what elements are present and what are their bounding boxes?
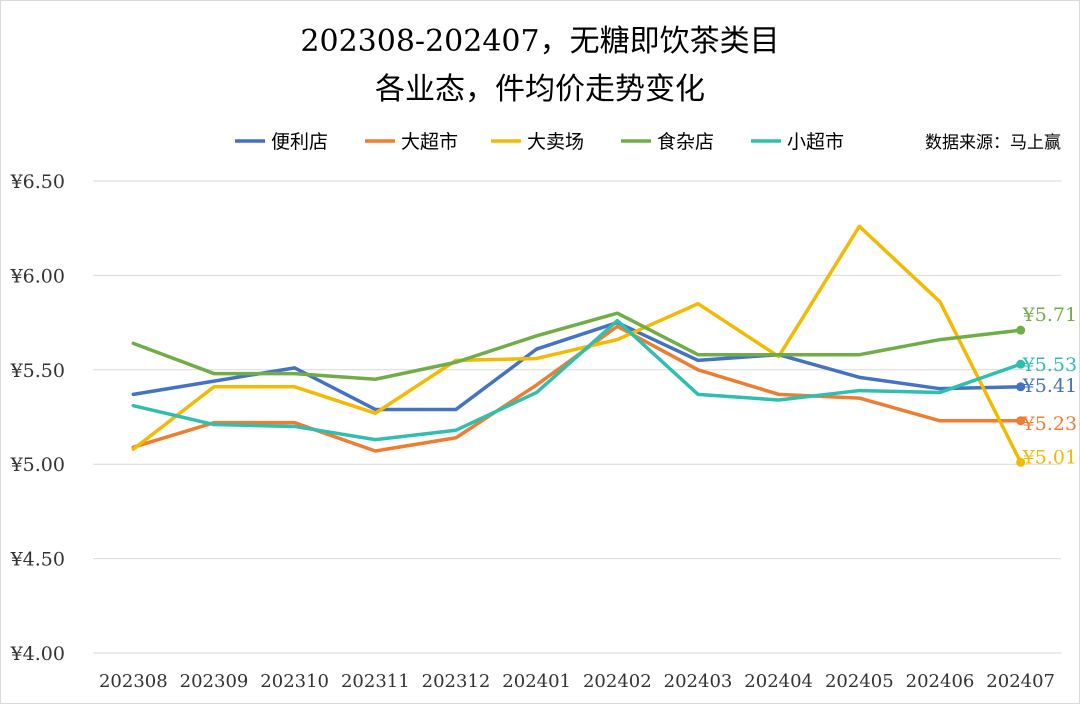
y-tick-label: ¥4.00 bbox=[10, 643, 65, 665]
x-tick-label: 202402 bbox=[583, 671, 652, 692]
x-tick-label: 202404 bbox=[744, 671, 813, 692]
series-line bbox=[131, 224, 1023, 465]
series-3: ¥5.71 bbox=[131, 304, 1077, 381]
legend-label: 小超市 bbox=[787, 131, 844, 153]
series-end-label: ¥5.41 bbox=[1022, 375, 1077, 397]
y-tick-label: ¥5.50 bbox=[10, 360, 65, 382]
y-tick-label: ¥4.50 bbox=[10, 549, 65, 571]
series-end-label: ¥5.53 bbox=[1022, 354, 1077, 376]
series-2: ¥5.01 bbox=[131, 224, 1077, 468]
legend: 便利店 大超市 大卖场 食杂店 小超市 bbox=[235, 131, 844, 153]
x-tick-label: 202309 bbox=[180, 671, 249, 692]
series-line bbox=[131, 318, 1023, 442]
series-end-label: ¥5.23 bbox=[1022, 413, 1077, 435]
legend-label: 大超市 bbox=[401, 131, 458, 153]
legend-item: 食杂店 bbox=[621, 131, 714, 153]
series-line bbox=[131, 311, 1023, 381]
x-tick-label: 202310 bbox=[260, 671, 329, 692]
x-tick-label: 202405 bbox=[825, 671, 894, 692]
x-tick-label: 202406 bbox=[906, 671, 975, 692]
series-lines: ¥5.41 ¥5.23 ¥5.01 ¥5.71 ¥5.53 bbox=[131, 224, 1077, 468]
y-tick-label: ¥6.00 bbox=[10, 265, 65, 287]
series-end-point bbox=[1016, 457, 1026, 467]
legend-item: 便利店 bbox=[235, 131, 328, 153]
legend-item: 大超市 bbox=[365, 131, 458, 153]
series-end-point bbox=[1016, 382, 1026, 392]
x-tick-label: 202401 bbox=[502, 671, 571, 692]
x-tick-label: 202403 bbox=[664, 671, 733, 692]
series-line bbox=[131, 324, 1023, 453]
legend-label: 便利店 bbox=[271, 131, 328, 153]
data-source-note: 数据来源：马上赢 bbox=[925, 133, 1061, 153]
chart-title-line2: 各业态，件均价走势变化 bbox=[375, 72, 705, 107]
legend-label: 大卖场 bbox=[527, 131, 584, 153]
series-0: ¥5.41 bbox=[131, 320, 1077, 412]
series-end-label: ¥5.01 bbox=[1022, 446, 1077, 468]
y-tick-label: ¥5.00 bbox=[10, 454, 65, 476]
x-tick-label: 202312 bbox=[422, 671, 491, 692]
series-end-point bbox=[1016, 325, 1026, 335]
series-end-point bbox=[1016, 416, 1026, 426]
series-line bbox=[131, 320, 1023, 412]
series-4: ¥5.53 bbox=[131, 318, 1077, 442]
x-tick-label: 202407 bbox=[986, 671, 1055, 692]
legend-label: 食杂店 bbox=[657, 131, 714, 153]
gridlines bbox=[93, 180, 1061, 654]
x-tick-label: 202311 bbox=[341, 671, 410, 692]
legend-item: 大卖场 bbox=[491, 131, 584, 153]
series-end-point bbox=[1016, 359, 1026, 369]
y-tick-label: ¥6.50 bbox=[10, 171, 65, 193]
chart-title-line1: 202308-202407，无糖即饮茶类目 bbox=[300, 24, 779, 59]
legend-item: 小超市 bbox=[751, 131, 844, 153]
x-axis-ticks: 202308 202309 202310 202311 202312 202401 2024… bbox=[99, 671, 1055, 692]
y-axis-ticks: ¥6.50 ¥6.00 ¥5.50 ¥5.00 ¥4.50 ¥4.00 bbox=[10, 171, 65, 665]
x-tick-label: 202308 bbox=[99, 671, 168, 692]
series-end-label: ¥5.71 bbox=[1022, 304, 1077, 326]
